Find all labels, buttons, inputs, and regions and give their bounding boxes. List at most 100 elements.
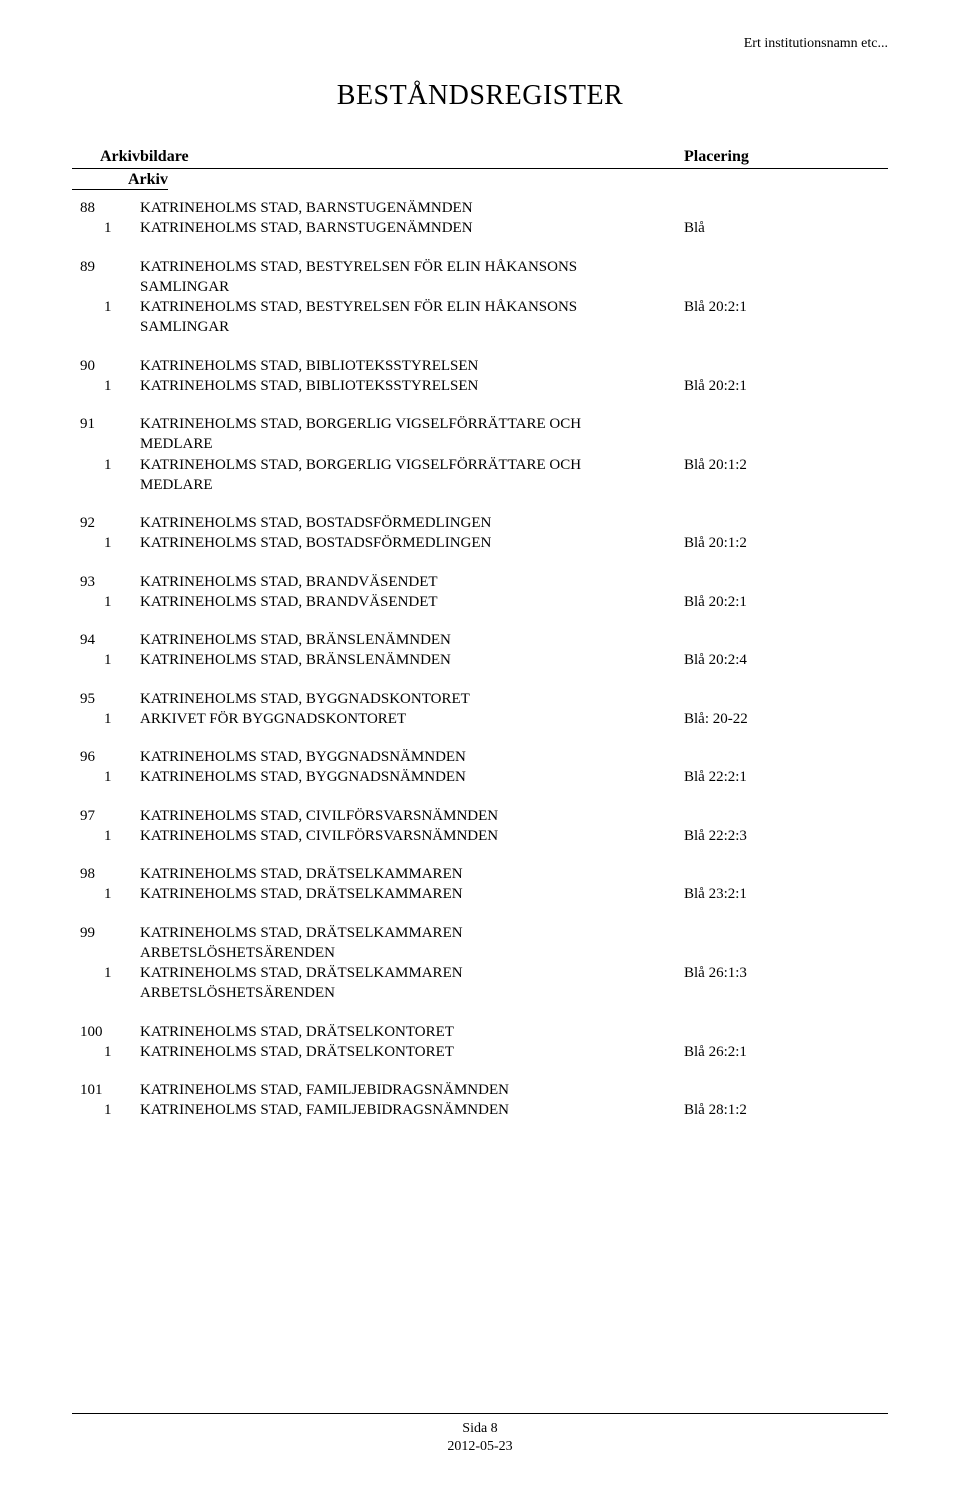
sub-number: 1 xyxy=(72,218,140,238)
sub-text: KATRINEHOLMS STAD, DRÄTSELKONTORET xyxy=(140,1042,626,1062)
entry-number: 92 xyxy=(72,513,140,533)
header-arkiv: Arkiv xyxy=(72,171,168,190)
entry-heading-text: KATRINEHOLMS STAD, BRANDVÄSENDET xyxy=(140,572,626,592)
footer-page: Sida 8 xyxy=(72,1420,888,1438)
column-header-row: Arkivbildare Placering xyxy=(72,148,888,169)
entry-heading-text: KATRINEHOLMS STAD, BARNSTUGENÄMNDEN xyxy=(140,198,626,218)
header-placering: Placering xyxy=(612,148,749,166)
entry-sub-row: 1KATRINEHOLMS STAD, BESTYRELSEN FÖR ELIN… xyxy=(72,297,888,338)
sub-place: Blå: 20-22 xyxy=(626,709,888,729)
sub-text: ARKIVET FÖR BYGGNADSKONTORET xyxy=(140,709,626,729)
sub-text: KATRINEHOLMS STAD, DRÄTSELKAMMAREN ARBET… xyxy=(140,963,626,1004)
entry-heading-text: KATRINEHOLMS STAD, DRÄTSELKAMMAREN ARBET… xyxy=(140,923,626,964)
sub-text: KATRINEHOLMS STAD, BESTYRELSEN FÖR ELIN … xyxy=(140,297,626,338)
entry-number: 93 xyxy=(72,572,140,592)
sub-number: 1 xyxy=(72,826,140,846)
page-title: BESTÅNDSREGISTER xyxy=(72,80,888,112)
sub-number: 1 xyxy=(72,592,140,612)
entry-group: 88KATRINEHOLMS STAD, BARNSTUGENÄMNDEN1KA… xyxy=(72,198,888,239)
sub-place: Blå xyxy=(626,218,888,238)
entries-list: 88KATRINEHOLMS STAD, BARNSTUGENÄMNDEN1KA… xyxy=(72,198,888,1121)
sub-place: Blå 20:2:4 xyxy=(626,650,888,670)
sub-place: Blå 22:2:1 xyxy=(626,767,888,787)
entry-heading-row: 92KATRINEHOLMS STAD, BOSTADSFÖRMEDLINGEN xyxy=(72,513,888,533)
entry-heading-row: 89KATRINEHOLMS STAD, BESTYRELSEN FÖR ELI… xyxy=(72,257,888,298)
entry-heading-text: KATRINEHOLMS STAD, BOSTADSFÖRMEDLINGEN xyxy=(140,513,626,533)
entry-number: 95 xyxy=(72,689,140,709)
entry-number: 98 xyxy=(72,864,140,884)
entry-group: 93KATRINEHOLMS STAD, BRANDVÄSENDET1KATRI… xyxy=(72,572,888,613)
entry-sub-row: 1KATRINEHOLMS STAD, BARNSTUGENÄMNDENBlå xyxy=(72,218,888,238)
entry-heading-row: 97KATRINEHOLMS STAD, CIVILFÖRSVARSNÄMNDE… xyxy=(72,806,888,826)
entry-number: 97 xyxy=(72,806,140,826)
entry-heading-row: 95KATRINEHOLMS STAD, BYGGNADSKONTORET xyxy=(72,689,888,709)
entry-heading-text: KATRINEHOLMS STAD, BRÄNSLENÄMNDEN xyxy=(140,630,626,650)
entry-sub-row: 1KATRINEHOLMS STAD, BORGERLIG VIGSELFÖRR… xyxy=(72,455,888,496)
entry-number: 91 xyxy=(72,414,140,434)
entry-heading-row: 90KATRINEHOLMS STAD, BIBLIOTEKSSTYRELSEN xyxy=(72,356,888,376)
entry-heading-row: 94KATRINEHOLMS STAD, BRÄNSLENÄMNDEN xyxy=(72,630,888,650)
sub-place: Blå 28:1:2 xyxy=(626,1100,888,1120)
sub-place: Blå 26:1:3 xyxy=(626,963,888,983)
entry-group: 94KATRINEHOLMS STAD, BRÄNSLENÄMNDEN1KATR… xyxy=(72,630,888,671)
institution-name: Ert institutionsnamn etc... xyxy=(72,36,888,52)
entry-heading-row: 101KATRINEHOLMS STAD, FAMILJEBIDRAGSNÄMN… xyxy=(72,1080,888,1100)
entry-group: 96KATRINEHOLMS STAD, BYGGNADSNÄMNDEN1KAT… xyxy=(72,747,888,788)
sub-number: 1 xyxy=(72,650,140,670)
entry-group: 97KATRINEHOLMS STAD, CIVILFÖRSVARSNÄMNDE… xyxy=(72,806,888,847)
entry-sub-row: 1KATRINEHOLMS STAD, DRÄTSELKONTORETBlå 2… xyxy=(72,1042,888,1062)
sub-number: 1 xyxy=(72,1100,140,1120)
entry-group: 89KATRINEHOLMS STAD, BESTYRELSEN FÖR ELI… xyxy=(72,257,888,338)
sub-text: KATRINEHOLMS STAD, BORGERLIG VIGSELFÖRRÄ… xyxy=(140,455,626,496)
sub-number: 1 xyxy=(72,963,140,983)
entry-sub-row: 1KATRINEHOLMS STAD, FAMILJEBIDRAGSNÄMNDE… xyxy=(72,1100,888,1120)
sub-text: KATRINEHOLMS STAD, BARNSTUGENÄMNDEN xyxy=(140,218,626,238)
sub-place: Blå 23:2:1 xyxy=(626,884,888,904)
sub-text: KATRINEHOLMS STAD, BOSTADSFÖRMEDLINGEN xyxy=(140,533,626,553)
sub-number: 1 xyxy=(72,376,140,396)
sub-place: Blå 26:2:1 xyxy=(626,1042,888,1062)
entry-heading-row: 91KATRINEHOLMS STAD, BORGERLIG VIGSELFÖR… xyxy=(72,414,888,455)
entry-heading-row: 100KATRINEHOLMS STAD, DRÄTSELKONTORET xyxy=(72,1022,888,1042)
entry-group: 92KATRINEHOLMS STAD, BOSTADSFÖRMEDLINGEN… xyxy=(72,513,888,554)
entry-heading-text: KATRINEHOLMS STAD, DRÄTSELKAMMAREN xyxy=(140,864,626,884)
sub-number: 1 xyxy=(72,767,140,787)
entry-heading-text: KATRINEHOLMS STAD, BORGERLIG VIGSELFÖRRÄ… xyxy=(140,414,626,455)
entry-number: 89 xyxy=(72,257,140,277)
entry-heading-row: 98KATRINEHOLMS STAD, DRÄTSELKAMMAREN xyxy=(72,864,888,884)
sub-number: 1 xyxy=(72,297,140,317)
entry-heading-text: KATRINEHOLMS STAD, FAMILJEBIDRAGSNÄMNDEN xyxy=(140,1080,626,1100)
entry-sub-row: 1KATRINEHOLMS STAD, DRÄTSELKAMMARENBlå 2… xyxy=(72,884,888,904)
sub-place: Blå 20:2:1 xyxy=(626,297,888,317)
sub-number: 1 xyxy=(72,884,140,904)
sub-place: Blå 22:2:3 xyxy=(626,826,888,846)
entry-number: 90 xyxy=(72,356,140,376)
sub-place: Blå 20:1:2 xyxy=(626,455,888,475)
entry-sub-row: 1KATRINEHOLMS STAD, BIBLIOTEKSSTYRELSENB… xyxy=(72,376,888,396)
entry-number: 100 xyxy=(72,1022,140,1042)
entry-number: 99 xyxy=(72,923,140,943)
entry-heading-row: 99KATRINEHOLMS STAD, DRÄTSELKAMMAREN ARB… xyxy=(72,923,888,964)
entry-group: 98KATRINEHOLMS STAD, DRÄTSELKAMMAREN1KAT… xyxy=(72,864,888,905)
sub-number: 1 xyxy=(72,533,140,553)
entry-group: 101KATRINEHOLMS STAD, FAMILJEBIDRAGSNÄMN… xyxy=(72,1080,888,1121)
sub-number: 1 xyxy=(72,709,140,729)
entry-sub-row: 1KATRINEHOLMS STAD, CIVILFÖRSVARSNÄMNDEN… xyxy=(72,826,888,846)
header-arkivbildare: Arkivbildare xyxy=(72,148,612,166)
sub-text: KATRINEHOLMS STAD, BRANDVÄSENDET xyxy=(140,592,626,612)
entry-group: 99KATRINEHOLMS STAD, DRÄTSELKAMMAREN ARB… xyxy=(72,923,888,1004)
entry-sub-row: 1KATRINEHOLMS STAD, BRANDVÄSENDETBlå 20:… xyxy=(72,592,888,612)
entry-heading-text: KATRINEHOLMS STAD, CIVILFÖRSVARSNÄMNDEN xyxy=(140,806,626,826)
entry-group: 90KATRINEHOLMS STAD, BIBLIOTEKSSTYRELSEN… xyxy=(72,356,888,397)
entry-heading-row: 93KATRINEHOLMS STAD, BRANDVÄSENDET xyxy=(72,572,888,592)
entry-sub-row: 1KATRINEHOLMS STAD, DRÄTSELKAMMAREN ARBE… xyxy=(72,963,888,1004)
sub-text: KATRINEHOLMS STAD, FAMILJEBIDRAGSNÄMNDEN xyxy=(140,1100,626,1120)
entry-group: 95KATRINEHOLMS STAD, BYGGNADSKONTORET1AR… xyxy=(72,689,888,730)
sub-text: KATRINEHOLMS STAD, BRÄNSLENÄMNDEN xyxy=(140,650,626,670)
entry-sub-row: 1KATRINEHOLMS STAD, BYGGNADSNÄMNDENBlå 2… xyxy=(72,767,888,787)
entry-number: 96 xyxy=(72,747,140,767)
sub-number: 1 xyxy=(72,455,140,475)
sub-text: KATRINEHOLMS STAD, CIVILFÖRSVARSNÄMNDEN xyxy=(140,826,626,846)
sub-place: Blå 20:2:1 xyxy=(626,376,888,396)
sub-place: Blå 20:2:1 xyxy=(626,592,888,612)
